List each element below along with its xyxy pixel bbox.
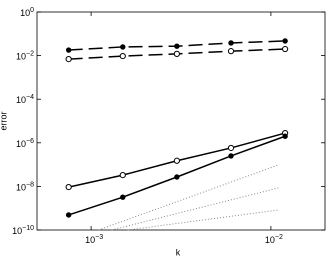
marker xyxy=(228,40,234,46)
marker xyxy=(65,56,72,63)
series-line xyxy=(127,209,279,231)
marker xyxy=(282,133,288,139)
y-tick-label: 10−10 xyxy=(12,225,34,237)
series-line xyxy=(98,164,279,231)
y-tick-label: 100 xyxy=(20,7,34,19)
marker xyxy=(120,44,126,50)
x-tick-label: 10−3 xyxy=(85,234,103,246)
plot-frame xyxy=(36,11,326,231)
y-tick-label: 10−8 xyxy=(16,181,34,193)
x-tick-label: 10−2 xyxy=(265,234,283,246)
marker xyxy=(227,144,235,152)
y-tick-label: 10−6 xyxy=(16,138,34,150)
marker xyxy=(119,52,126,60)
marker xyxy=(65,212,72,218)
marker xyxy=(173,157,180,164)
marker xyxy=(119,171,126,179)
marker xyxy=(227,48,235,55)
marker xyxy=(65,47,72,53)
marker xyxy=(174,174,180,180)
marker xyxy=(174,43,180,49)
marker xyxy=(282,45,289,53)
marker xyxy=(65,183,72,191)
marker xyxy=(228,153,234,159)
marker xyxy=(282,38,288,44)
marker xyxy=(120,194,126,200)
x-axis-label: k xyxy=(176,247,181,257)
y-tick-label: 10−4 xyxy=(16,94,34,106)
y-axis-label: error xyxy=(0,111,8,130)
marker xyxy=(173,50,180,57)
series-line xyxy=(111,187,279,231)
y-tick-label: 10−2 xyxy=(16,50,34,62)
